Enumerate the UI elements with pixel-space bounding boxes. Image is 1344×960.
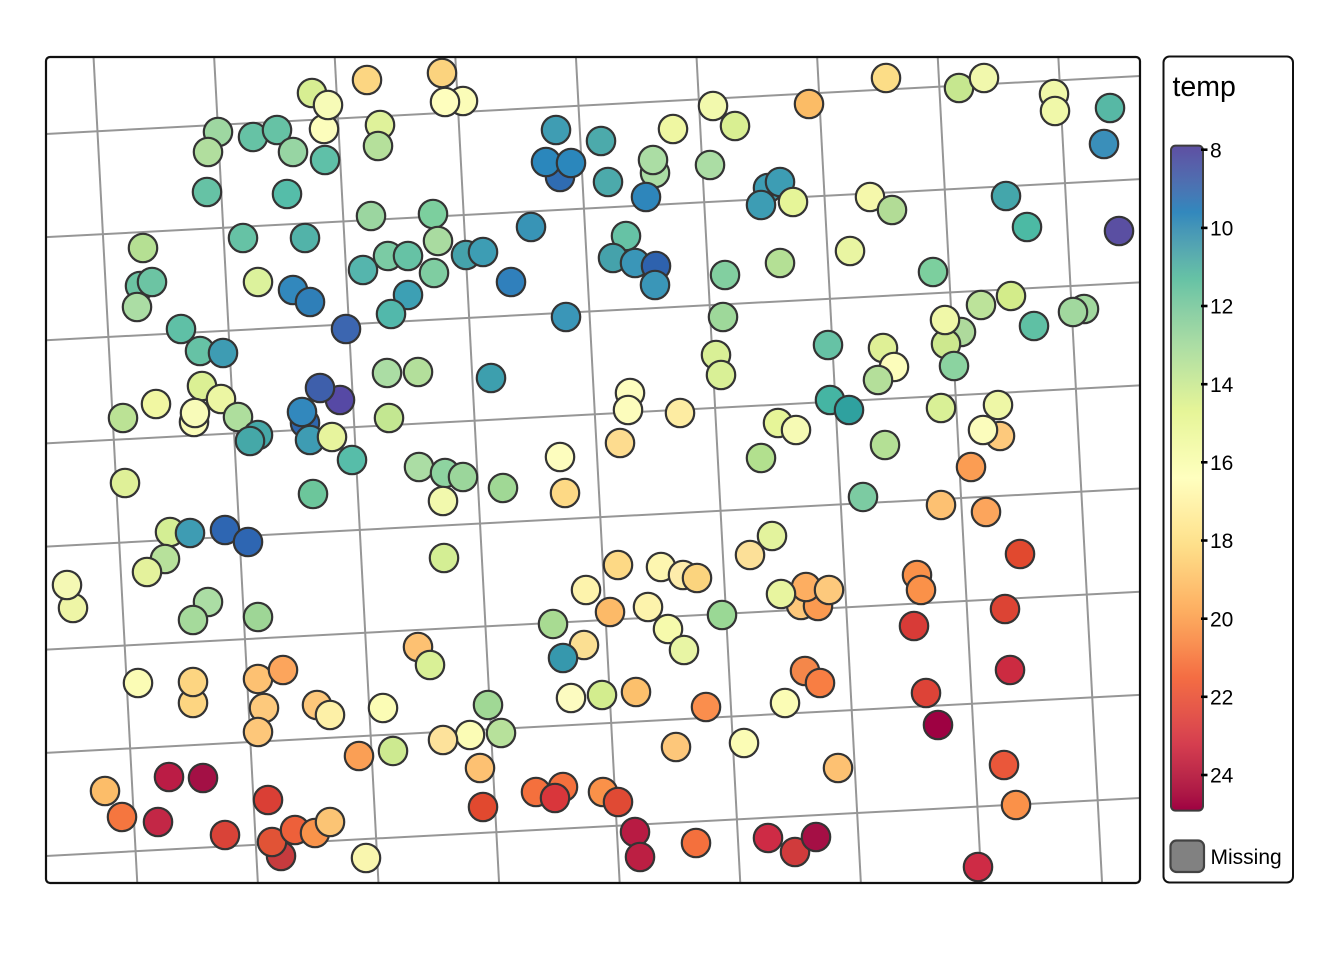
svg-text:12: 12 [1210, 296, 1233, 319]
svg-text:14: 14 [1210, 374, 1234, 397]
svg-text:10: 10 [1210, 218, 1233, 241]
svg-text:Missing: Missing [1211, 846, 1282, 869]
svg-text:18: 18 [1210, 530, 1233, 553]
svg-text:22: 22 [1210, 686, 1233, 709]
svg-text:8: 8 [1210, 139, 1222, 162]
svg-text:24: 24 [1210, 765, 1234, 788]
svg-text:temp: temp [1173, 71, 1236, 103]
svg-text:20: 20 [1210, 608, 1233, 631]
svg-text:16: 16 [1210, 452, 1233, 475]
